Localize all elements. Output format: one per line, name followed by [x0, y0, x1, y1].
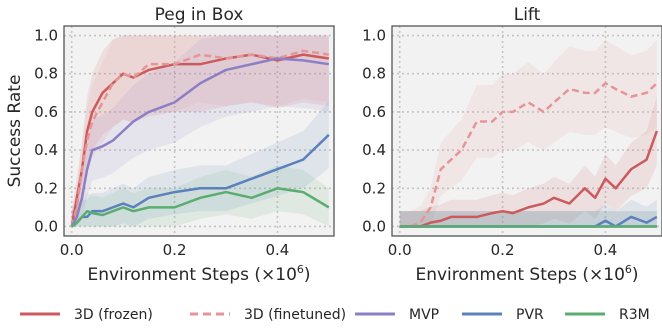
y-tick-label: 0.0 — [34, 217, 58, 235]
y-axis-label: Success Rate — [5, 75, 25, 188]
x-axis-label-end: ) — [632, 265, 639, 285]
x-tick-label: 0.0 — [388, 241, 412, 259]
x-tick-label: 0.4 — [593, 241, 617, 259]
x-axis-label-end: ) — [304, 265, 311, 285]
y-tick-label: 1.0 — [34, 27, 58, 45]
panel-lift: 0.0 0.2 0.4 0.6 0.8 1.0 0.0 0.2 0.4 Lift Environme… — [362, 5, 662, 285]
plot-background — [392, 26, 662, 236]
y-tick-label: 0.6 — [362, 103, 386, 121]
x-tick-label: 0.0 — [60, 241, 84, 259]
y-tick-label: 1.0 — [362, 27, 386, 45]
band-3d-finetuned — [71, 35, 329, 227]
plot-background — [64, 26, 334, 236]
band-r3m — [399, 211, 657, 227]
legend-label: R3M — [619, 307, 650, 323]
y-tick-label: 0.2 — [34, 179, 58, 197]
legend-label: 3D (finetuned) — [244, 307, 346, 323]
chart-title: Lift — [514, 5, 541, 25]
band-mvp — [399, 211, 657, 227]
legend-label: MVP — [409, 307, 439, 323]
legend: 3D (frozen) 3D (finetuned) MVP PVR R3M — [20, 307, 650, 323]
series-line-r3m — [70, 187, 330, 228]
panel-peg-in-box: 0.0 0.2 0.4 0.6 0.8 1.0 0.0 0.2 0.4 Peg in Box Env… — [5, 5, 335, 285]
band-3d-frozen — [71, 35, 329, 227]
band-pvr — [71, 101, 329, 227]
series-line-3d-finetuned — [70, 49, 330, 227]
x-axis-label: Environment Steps (×106) — [87, 263, 310, 285]
x-tick-label: 0.2 — [163, 241, 187, 259]
y-tick-label: 0.2 — [362, 179, 386, 197]
series-line-mvp — [70, 57, 330, 228]
x-tick-label: 0.4 — [265, 241, 289, 259]
x-axis-label-exponent: 6 — [297, 263, 304, 276]
y-tick-label: 0.6 — [34, 103, 58, 121]
y-tick-label: 0.8 — [34, 65, 58, 83]
y-tick-label: 0.4 — [34, 141, 58, 159]
legend-item-r3m: R3M — [565, 307, 650, 323]
x-axis-label-main: Environment Steps (×10 — [415, 265, 624, 285]
band-3d-finetuned — [399, 39, 657, 227]
legend-item-mvp: MVP — [355, 307, 439, 323]
legend-label: PVR — [516, 307, 544, 323]
series-line-3d-frozen — [399, 130, 659, 228]
plot-frame — [63, 25, 335, 237]
chart-title: Peg in Box — [155, 5, 244, 25]
series-line-pvr — [70, 133, 330, 228]
legend-item-3d-frozen: 3D (frozen) — [20, 307, 153, 323]
band-pvr — [399, 199, 657, 227]
series-line-3d-finetuned — [399, 82, 658, 228]
y-tick-label: 0.0 — [362, 217, 386, 235]
legend-item-pvr: PVR — [462, 307, 544, 323]
band-mvp — [71, 35, 329, 227]
plot-frame — [391, 25, 662, 237]
x-axis-label-exponent: 6 — [625, 263, 632, 276]
legend-item-3d-finetuned: 3D (finetuned) — [190, 307, 346, 323]
legend-label: 3D (frozen) — [74, 307, 153, 323]
y-tick-label: 0.4 — [362, 141, 386, 159]
x-axis-label: Environment Steps (×106) — [415, 263, 638, 285]
y-tick-label: 0.8 — [362, 65, 386, 83]
x-tick-label: 0.2 — [491, 241, 515, 259]
x-axis-label-main: Environment Steps (×10 — [87, 265, 296, 285]
